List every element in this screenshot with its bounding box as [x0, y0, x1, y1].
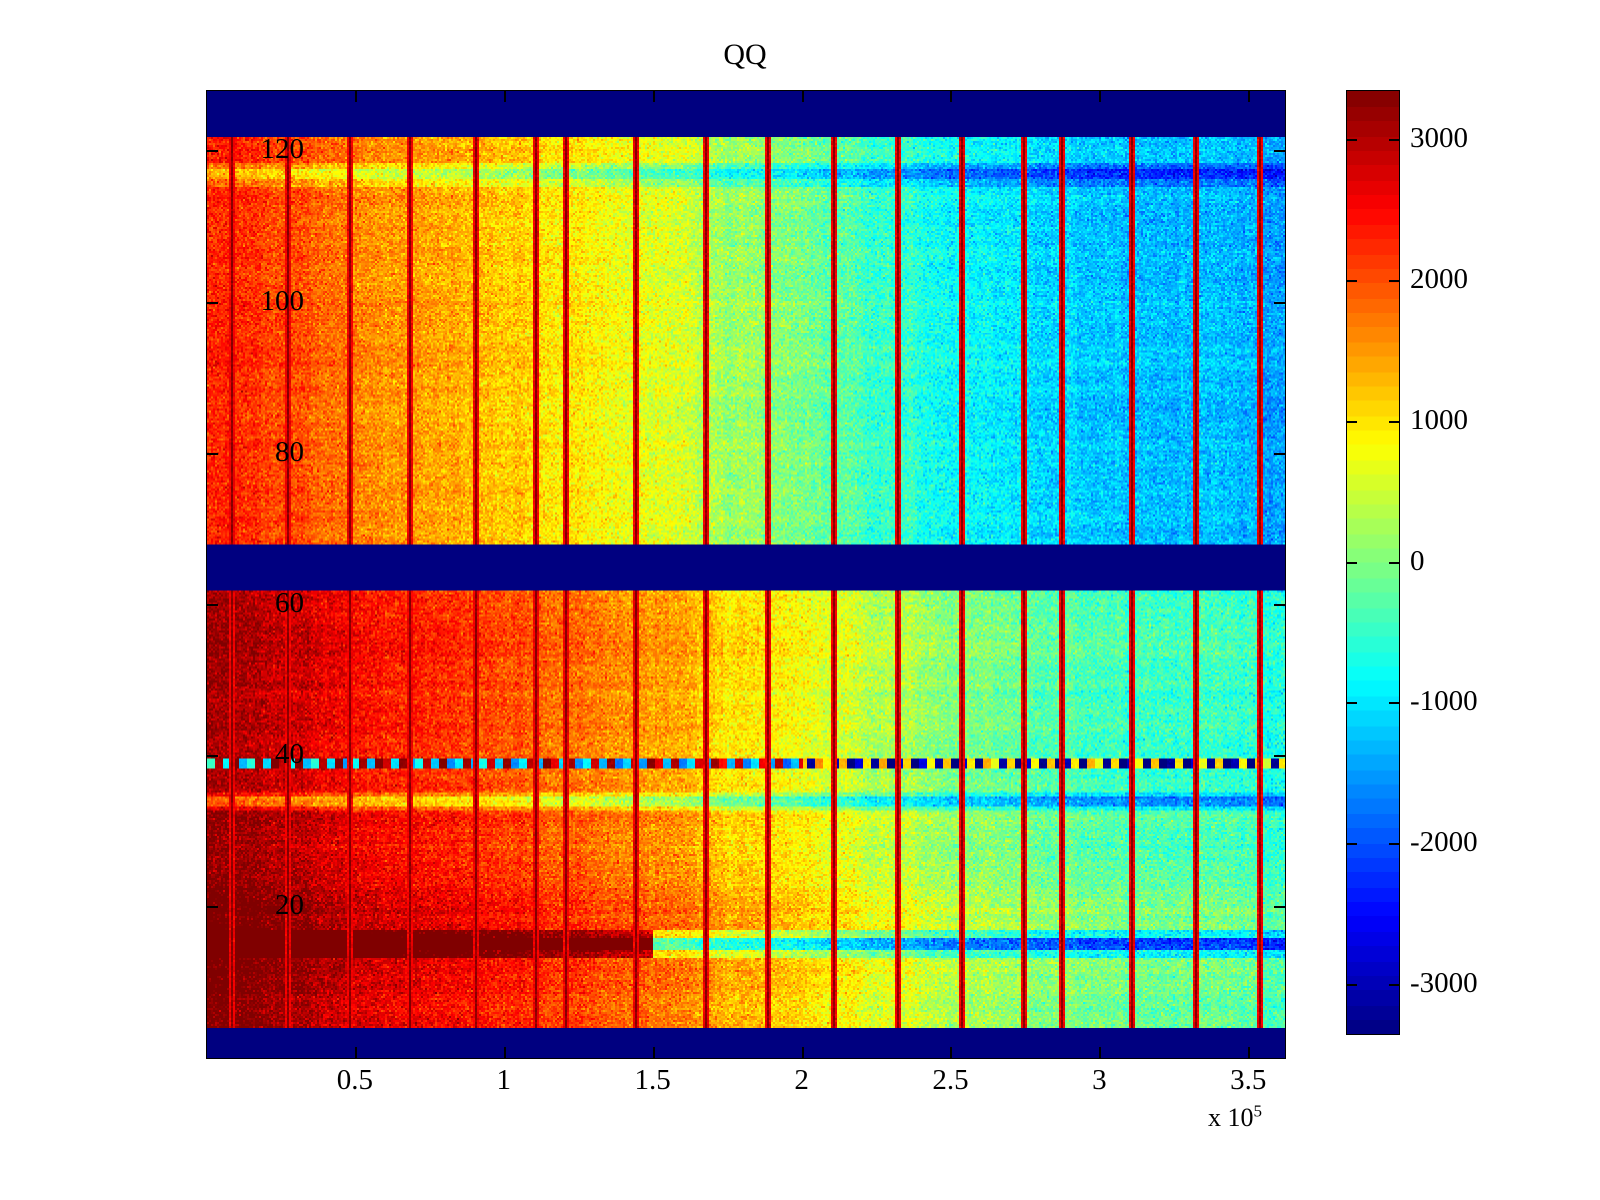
- y-axis-tick-left: [207, 150, 218, 153]
- colorbar-tick-right: [1389, 561, 1399, 564]
- colorbar-tick-label: 1000: [1410, 403, 1468, 436]
- colorbar-tick-left: [1347, 983, 1357, 986]
- x-axis-tick-top: [652, 91, 655, 102]
- y-axis-tick-right: [1274, 301, 1285, 304]
- colorbar-tick-label: 0: [1410, 544, 1425, 577]
- colorbar-tick-right: [1389, 420, 1399, 423]
- y-axis-tick-left: [207, 452, 218, 455]
- x-axis-tick-bottom: [652, 1047, 655, 1058]
- colorbar-tick-left: [1347, 280, 1357, 282]
- x-axis-tick-bottom: [1248, 1047, 1251, 1058]
- heatmap-axes[interactable]: [206, 90, 1286, 1059]
- y-axis-tick-left: [207, 905, 218, 908]
- colorbar-tick-left: [1347, 139, 1357, 142]
- colorbar-tick-left: [1347, 842, 1357, 845]
- y-axis-tick-right: [1274, 905, 1285, 908]
- y-axis-tick-label: 100: [260, 284, 305, 317]
- colorbar[interactable]: [1346, 90, 1400, 1035]
- x-axis-tick-bottom: [503, 1047, 506, 1058]
- y-axis-tick-left: [207, 754, 218, 757]
- colorbar-tick-right: [1389, 842, 1399, 845]
- x-axis-tick-bottom: [801, 1047, 804, 1058]
- x-axis-tick-top: [801, 91, 804, 102]
- x-axis-tick-label: 2.5: [932, 1064, 969, 1096]
- x-axis-tick-top: [950, 91, 953, 102]
- y-axis-tick-label: 20: [275, 888, 304, 921]
- x-axis-tick-label: 0.5: [336, 1064, 374, 1096]
- y-axis-tick-right: [1274, 150, 1285, 153]
- colorbar-tick-right: [1389, 280, 1399, 282]
- y-axis-tick-label: 40: [275, 737, 304, 770]
- colorbar-tick-label: -2000: [1410, 825, 1478, 858]
- x-axis-tick-bottom: [950, 1047, 953, 1058]
- x-axis-tick-top: [1099, 91, 1102, 102]
- x-exponent-power: 5: [1253, 1101, 1263, 1121]
- x-axis-tick-label: 2: [794, 1064, 809, 1096]
- y-axis-tick-label: 120: [260, 133, 305, 166]
- y-axis-tick-right: [1274, 452, 1285, 455]
- y-axis-tick-label: 60: [275, 586, 304, 619]
- x-axis-tick-label: 3.5: [1230, 1064, 1267, 1096]
- x-axis-tick-top: [503, 91, 506, 102]
- x-axis-tick-label: 1: [496, 1064, 512, 1096]
- colorbar-tick-right: [1389, 702, 1399, 705]
- x-axis-tick-label: 1.5: [634, 1064, 671, 1096]
- x-axis-tick-bottom: [1099, 1047, 1102, 1058]
- y-axis-tick-left: [207, 301, 218, 304]
- colorbar-tick-right: [1389, 139, 1399, 142]
- colorbar-tick-right: [1389, 983, 1399, 986]
- x-exponent-base: x 10: [1208, 1103, 1254, 1132]
- y-axis-tick-label: 80: [275, 435, 304, 468]
- colorbar-tick-label: 2000: [1410, 263, 1468, 295]
- y-axis-tick-right: [1274, 754, 1285, 757]
- x-axis-tick-bottom: [354, 1047, 357, 1058]
- x-axis-tick-label: 3: [1092, 1064, 1107, 1096]
- colorbar-tick-label: 3000: [1410, 122, 1468, 155]
- x-axis-tick-top: [354, 91, 357, 102]
- colorbar-tick-left: [1347, 561, 1357, 564]
- colorbar-tick-label: -1000: [1410, 685, 1478, 718]
- y-axis-tick-right: [1274, 603, 1285, 606]
- page-title: QQ: [723, 38, 767, 71]
- y-axis-tick-left: [207, 603, 218, 606]
- colorbar-tick-left: [1347, 420, 1357, 423]
- colorbar-tick-label: -3000: [1410, 966, 1478, 999]
- heatmap-image: [207, 91, 1285, 1058]
- x-axis-exponent-label: x 105: [1208, 1101, 1263, 1132]
- colorbar-tick-left: [1347, 702, 1357, 705]
- x-axis-tick-top: [1248, 91, 1251, 102]
